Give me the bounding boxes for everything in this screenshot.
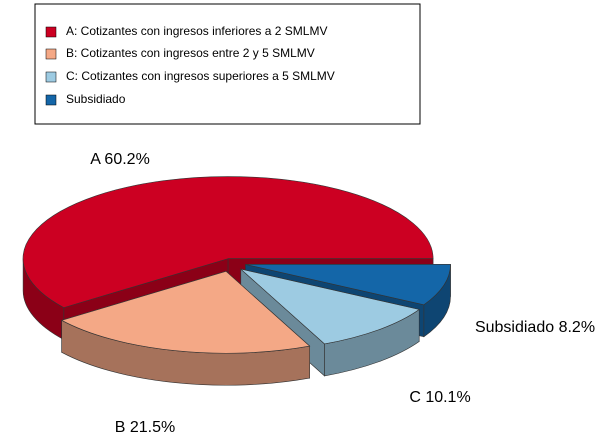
slice-label: A 60.2% xyxy=(90,151,150,168)
legend-label: Subsidiado xyxy=(66,92,126,106)
slice-label: Subsidiado 8.2% xyxy=(475,319,595,336)
legend-swatch xyxy=(45,71,57,83)
legend-label: B: Cotizantes con ingresos entre 2 y 5 S… xyxy=(66,46,315,60)
legend-label: A: Cotizantes con ingresos inferiores a … xyxy=(66,24,327,38)
slice-label: C 10.1% xyxy=(409,389,470,406)
slice-label: B 21.5% xyxy=(115,419,175,436)
legend-label: C: Cotizantes con ingresos superiores a … xyxy=(66,69,335,83)
slice xyxy=(60,270,311,354)
legend-swatch xyxy=(45,48,57,60)
legend-swatch xyxy=(45,26,57,38)
legend-box xyxy=(34,3,421,125)
slice xyxy=(22,176,434,308)
legend-swatch xyxy=(45,94,57,106)
slice xyxy=(239,268,420,345)
slice xyxy=(245,264,451,306)
